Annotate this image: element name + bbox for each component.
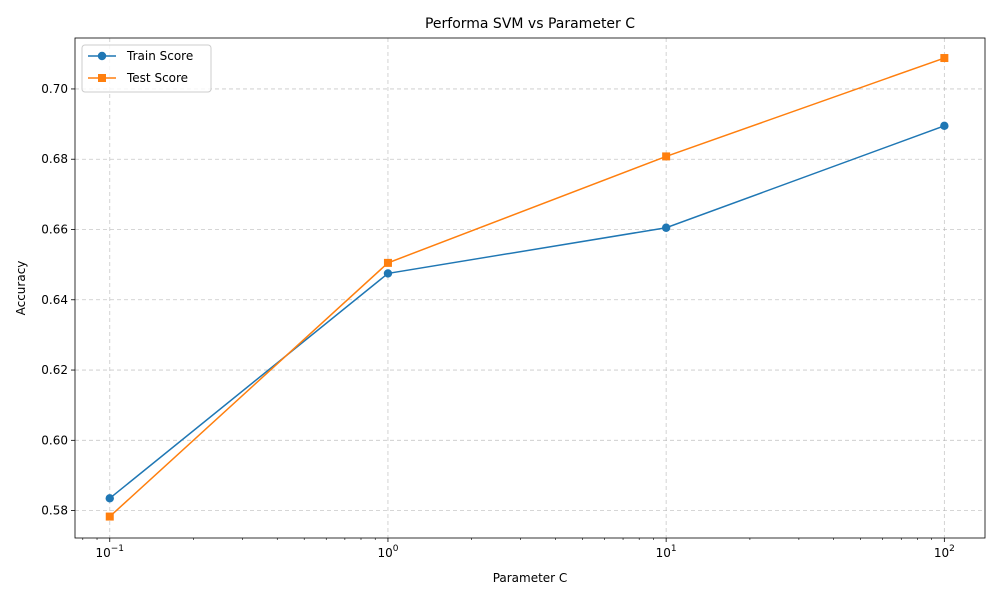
x-tick-label: 10−1 bbox=[95, 544, 124, 560]
y-tick-label: 0.60 bbox=[41, 433, 68, 447]
legend-entry: Test Score bbox=[88, 71, 188, 85]
series-line bbox=[109, 57, 945, 518]
x-tick-label: 101 bbox=[656, 544, 677, 560]
series-line bbox=[109, 125, 945, 499]
data-point bbox=[383, 269, 393, 278]
plot-frame bbox=[74, 37, 986, 539]
grid bbox=[75, 38, 985, 538]
y-tick-label: 0.58 bbox=[41, 504, 68, 518]
data-point bbox=[940, 121, 949, 131]
data-point bbox=[940, 54, 949, 63]
data-point bbox=[105, 512, 114, 521]
y-tick-label: 0.64 bbox=[41, 293, 68, 307]
legend-label: Train Score bbox=[126, 49, 193, 63]
y-tick-label: 0.68 bbox=[41, 152, 68, 166]
legend-label: Test Score bbox=[126, 71, 188, 85]
series-train-score bbox=[105, 121, 949, 503]
data-point bbox=[662, 152, 671, 161]
data-point bbox=[383, 258, 392, 267]
data-point bbox=[105, 494, 114, 503]
y-tick-label: 0.66 bbox=[41, 222, 68, 236]
axis-ticks: 0.58 0.60 0.62 0.64 0.66 0.68 0.70 10−1 100 101 10… bbox=[41, 82, 955, 560]
x-axis-label: Parameter C bbox=[493, 571, 568, 585]
x-tick-label: 100 bbox=[377, 544, 398, 560]
series-test-score bbox=[105, 54, 949, 521]
series bbox=[105, 54, 949, 521]
legend: Train Score Test Score bbox=[81, 44, 212, 93]
legend-entry: Train Score bbox=[88, 49, 193, 63]
x-tick-label: 102 bbox=[934, 544, 955, 560]
y-axis-label: Accuracy bbox=[14, 261, 28, 316]
legend-marker bbox=[97, 51, 107, 61]
y-tick-label: 0.62 bbox=[41, 363, 68, 377]
y-tick-label: 0.70 bbox=[41, 82, 68, 96]
data-point bbox=[661, 223, 671, 232]
legend-marker bbox=[98, 74, 106, 82]
chart-title: Performa SVM vs Parameter C bbox=[425, 16, 635, 32]
